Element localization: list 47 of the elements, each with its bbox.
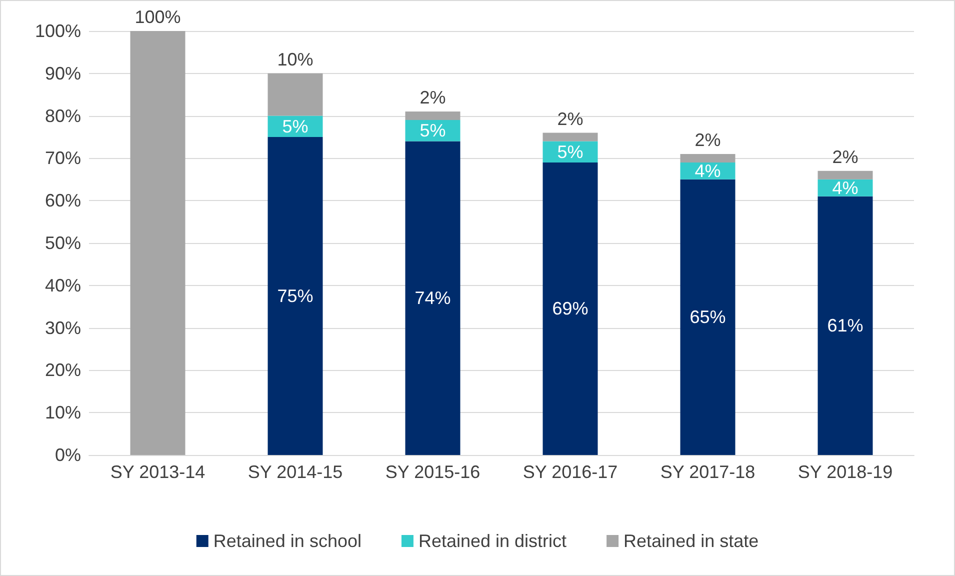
data-label: 2% xyxy=(420,88,446,108)
data-label: 10% xyxy=(277,49,314,70)
bar xyxy=(405,141,460,455)
data-label: 2% xyxy=(557,108,584,129)
x-tick-label: SY 2014-15 xyxy=(248,462,343,482)
y-tick-label: 80% xyxy=(44,106,81,126)
bar xyxy=(542,162,598,455)
legend-label: Retained in school xyxy=(213,531,362,551)
data-label: 4% xyxy=(694,160,721,181)
y-tick-label: 70% xyxy=(44,148,81,168)
data-label: 4% xyxy=(832,178,858,198)
bar xyxy=(680,154,736,162)
data-label: 65% xyxy=(690,307,726,328)
data-label: 69% xyxy=(552,298,588,319)
bar xyxy=(542,132,598,142)
bar xyxy=(818,196,873,455)
bar xyxy=(818,170,873,180)
legend-label: Retained in district xyxy=(418,531,567,551)
data-label: 61% xyxy=(827,316,864,336)
x-tick-label: SY 2015-16 xyxy=(385,462,480,482)
y-tick-label: 0% xyxy=(54,445,81,465)
y-tick-label: 40% xyxy=(44,275,81,296)
data-label: 5% xyxy=(420,120,446,141)
y-tick-label: 10% xyxy=(44,402,81,423)
y-tick-label: 90% xyxy=(44,63,81,84)
bar xyxy=(130,31,186,455)
x-tick-label: SY 2017-18 xyxy=(660,462,756,482)
bar xyxy=(268,137,323,455)
data-label: 100% xyxy=(134,7,181,27)
y-tick-label: 20% xyxy=(44,360,81,380)
data-label: 2% xyxy=(832,146,858,167)
bar xyxy=(405,112,460,120)
data-label: 5% xyxy=(557,142,584,162)
bar xyxy=(268,73,323,116)
y-tick-label: 60% xyxy=(44,190,81,211)
data-label: 74% xyxy=(414,288,451,308)
data-label: 75% xyxy=(277,286,314,306)
x-tick-label: SY 2018-19 xyxy=(798,462,893,482)
x-tick-label: SY 2016-17 xyxy=(522,462,618,482)
y-tick-label: 50% xyxy=(44,233,81,253)
legend-label: Retained in state xyxy=(624,531,759,551)
data-label: 2% xyxy=(694,130,721,150)
x-tick-label: SY 2013-14 xyxy=(110,462,206,482)
y-tick-label: 100% xyxy=(34,21,81,41)
bar xyxy=(680,179,736,455)
data-label: 5% xyxy=(282,116,308,136)
y-tick-label: 30% xyxy=(44,318,81,338)
